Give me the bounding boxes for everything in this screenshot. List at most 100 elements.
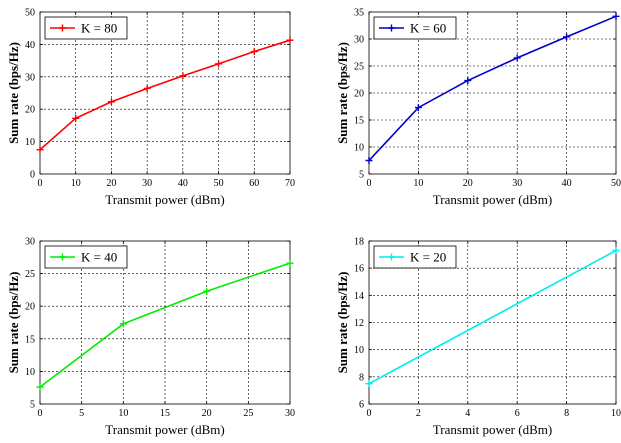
x-tick-label: 0 <box>367 408 372 419</box>
legend-marker <box>59 24 66 32</box>
y-tick-label: 18 <box>354 237 364 248</box>
x-tick-label: 30 <box>142 178 152 189</box>
data-point <box>203 287 211 295</box>
x-tick-label: 4 <box>465 408 470 419</box>
series-line <box>39 39 291 151</box>
data-point <box>250 48 258 56</box>
y-tick-label: 30 <box>354 35 364 46</box>
y-axis-label: Sum rate (bps/Hz) <box>335 42 350 144</box>
x-tick-label: 8 <box>564 408 569 419</box>
data-point <box>179 72 187 80</box>
data-point <box>107 98 115 106</box>
chart-panel-4: 0 2 4 6 8 10 6 8 10 12 14 16 18 Transmit power (dBm) S… <box>335 237 621 438</box>
x-tick-label: 10 <box>611 408 621 419</box>
data-point <box>612 247 620 255</box>
y-tick-label: 20 <box>25 302 35 313</box>
data-point <box>143 84 151 92</box>
data-point <box>365 157 373 164</box>
x-tick-label: 20 <box>106 178 116 189</box>
data-point <box>119 320 127 328</box>
x-tick-label: 20 <box>463 178 473 189</box>
data-point <box>365 380 373 388</box>
x-tick-label: 5 <box>79 408 84 419</box>
data-point <box>612 12 620 20</box>
legend-box <box>373 16 457 40</box>
x-axis-label: Transmit power (dBm) <box>105 192 224 207</box>
x-tick-label: 15 <box>160 408 170 419</box>
y-axis-label: Sum rate (bps/Hz) <box>6 272 21 374</box>
x-tick-label: 10 <box>413 178 423 189</box>
data-point <box>513 54 521 62</box>
x-tick-label: 0 <box>38 178 43 189</box>
y-tick-label: 10 <box>25 137 35 148</box>
x-tick-label: 10 <box>71 178 81 189</box>
y-tick-label: 25 <box>25 269 35 280</box>
y-tick-label: 0 <box>30 170 35 181</box>
legend-box <box>373 245 457 269</box>
x-tick-label: 40 <box>178 178 188 189</box>
series-line <box>368 15 617 162</box>
y-tick-label: 16 <box>354 264 364 275</box>
x-tick-label: 0 <box>38 408 43 419</box>
y-axis-label: Sum rate (bps/Hz) <box>335 272 350 374</box>
x-tick-label: 2 <box>416 408 421 419</box>
x-tick-label: 25 <box>243 408 253 419</box>
series-line <box>39 262 291 388</box>
x-tick-label: 20 <box>202 408 212 419</box>
x-tick-label: 70 <box>285 178 295 189</box>
y-tick-label: 30 <box>25 72 35 83</box>
legend-label: K = 80 <box>81 21 117 36</box>
y-tick-label: 14 <box>354 291 364 302</box>
y-tick-label: 12 <box>354 318 364 329</box>
y-tick-label: 50 <box>25 8 35 19</box>
x-tick-label: 0 <box>367 178 372 189</box>
y-tick-label: 20 <box>25 105 35 116</box>
y-tick-label: 15 <box>25 334 35 345</box>
x-tick-label: 40 <box>562 178 572 189</box>
y-tick-label: 10 <box>25 367 35 378</box>
y-tick-label: 10 <box>354 345 364 356</box>
data-point <box>286 36 294 44</box>
legend-marker <box>59 253 66 261</box>
data-point <box>72 114 80 122</box>
y-tick-label: 20 <box>354 89 364 100</box>
y-tick-label: 30 <box>25 237 35 248</box>
x-tick-label: 30 <box>285 408 295 419</box>
y-tick-label: 40 <box>25 40 35 51</box>
x-tick-label: 30 <box>512 178 522 189</box>
y-axis-label: Sum rate (bps/Hz) <box>6 42 21 144</box>
y-tick-label: 15 <box>354 116 364 127</box>
legend-label: K = 40 <box>81 250 117 265</box>
y-tick-label: 5 <box>359 170 364 181</box>
chart-panel-1: 0 10 20 30 40 50 60 70 0 10 20 30 40 50 Transmit power… <box>6 8 295 208</box>
data-point <box>563 33 571 41</box>
legend-label: K = 20 <box>410 250 446 265</box>
x-axis-label: Transmit power (dBm) <box>433 192 552 207</box>
data-point <box>215 60 223 68</box>
x-tick-label: 6 <box>515 408 520 419</box>
y-tick-label: 6 <box>359 400 364 411</box>
chart-panel-2: 0 10 20 30 40 50 5 10 15 20 25 30 35 Transmit power (… <box>335 8 621 208</box>
data-point <box>286 259 294 267</box>
x-tick-label: 10 <box>118 408 128 419</box>
legend-marker <box>388 24 395 32</box>
y-tick-label: 5 <box>30 400 35 411</box>
y-tick-label: 10 <box>354 143 364 154</box>
x-axis-label: Transmit power (dBm) <box>105 422 224 437</box>
data-point <box>36 383 44 391</box>
x-tick-label: 50 <box>611 178 621 189</box>
legend-label: K = 60 <box>410 21 446 36</box>
y-tick-label: 8 <box>359 372 364 383</box>
legend-marker <box>388 253 395 261</box>
legend-box <box>44 245 128 269</box>
data-point <box>414 104 422 112</box>
x-axis-label: Transmit power (dBm) <box>433 422 552 437</box>
data-point <box>464 77 472 85</box>
series-line <box>368 249 617 385</box>
y-tick-label: 35 <box>354 8 364 19</box>
x-tick-label: 60 <box>249 178 259 189</box>
data-point <box>36 146 44 154</box>
x-tick-label: 50 <box>214 178 224 189</box>
